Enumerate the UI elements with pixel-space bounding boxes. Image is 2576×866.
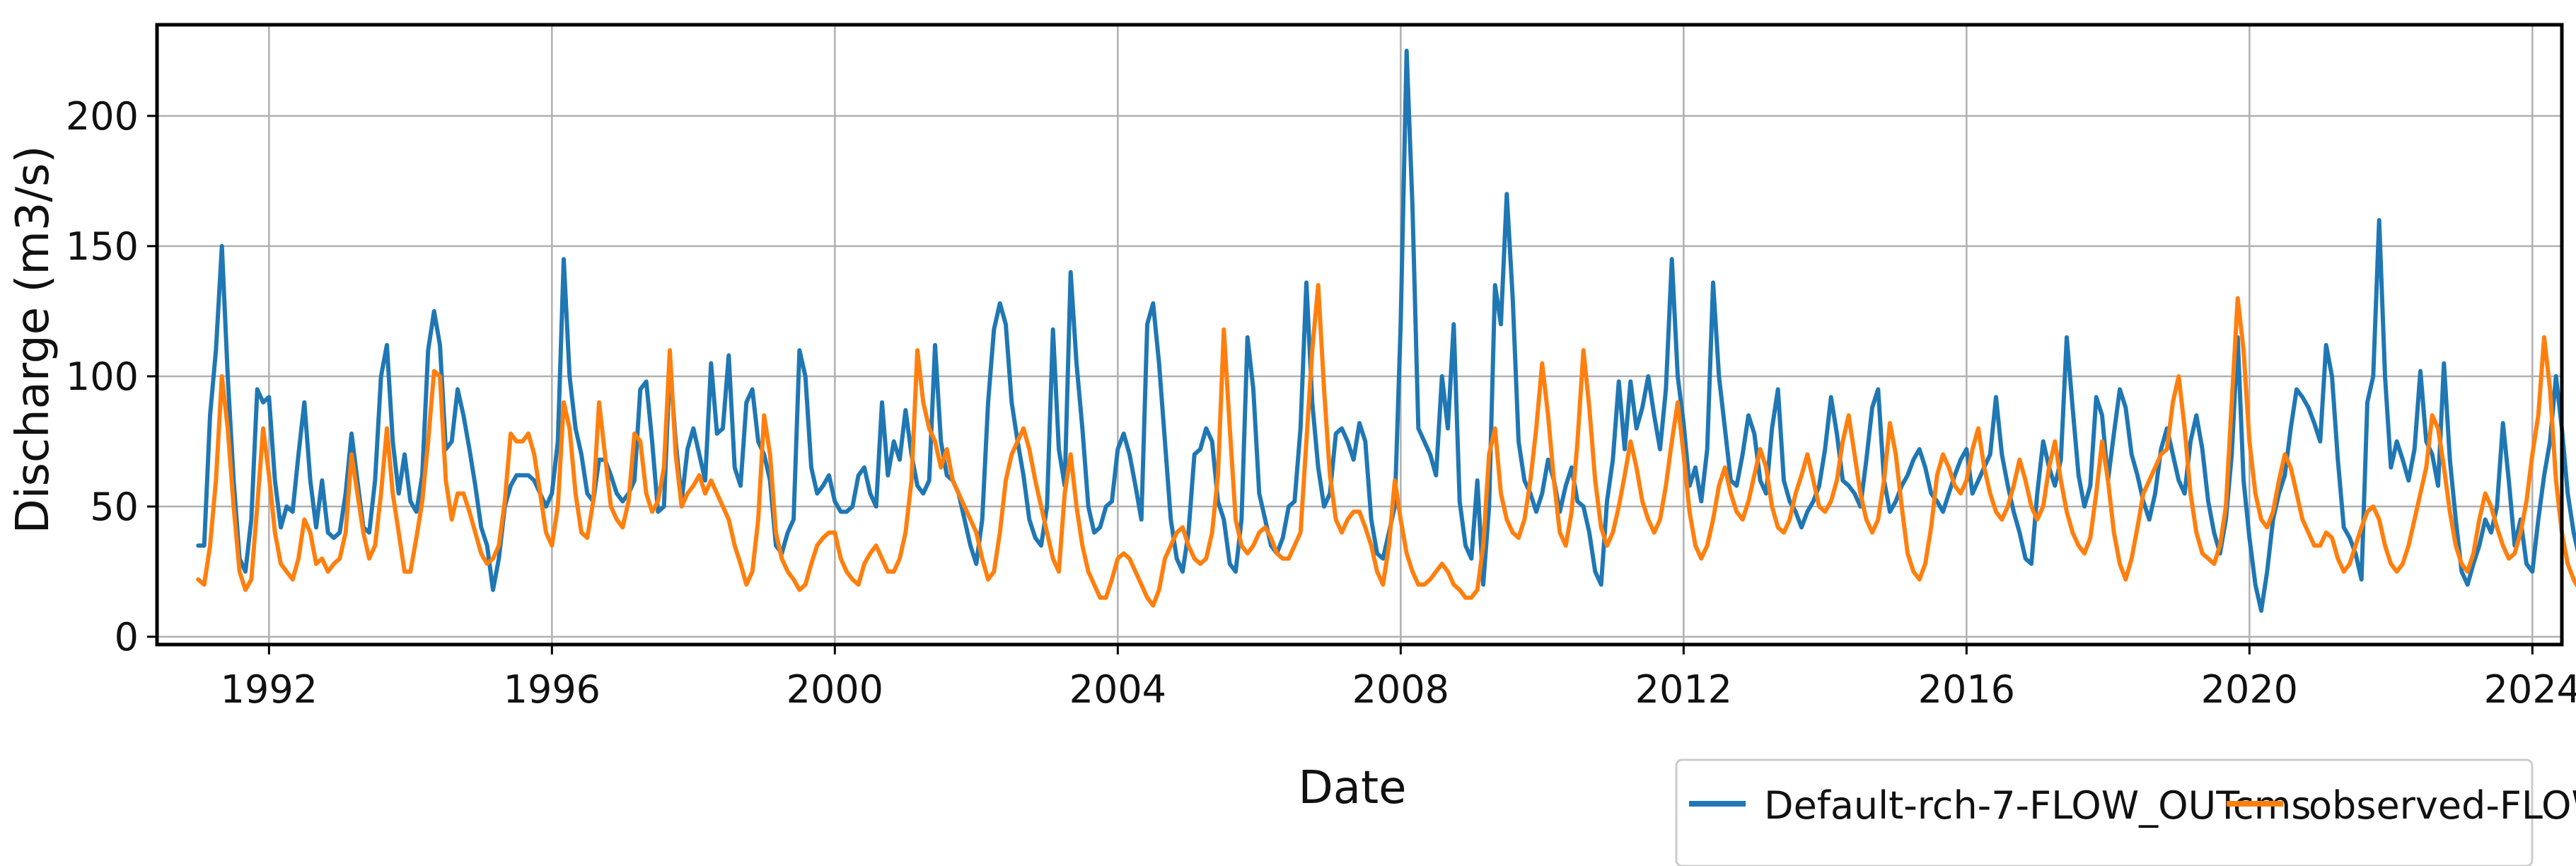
y-tick-label: 50	[90, 485, 139, 529]
x-tick-label: 1992	[221, 667, 318, 712]
x-tick-label: 2016	[1918, 667, 2015, 712]
x-axis-title: Date	[1299, 762, 1407, 814]
y-tick-label: 0	[115, 615, 139, 659]
x-tick-label: 2012	[1635, 667, 1732, 712]
x-tick-label: 2000	[787, 667, 883, 712]
legend-box	[1675, 758, 2534, 866]
legend-label-observed: observed-FLOW	[2309, 783, 2576, 828]
plot-area	[157, 25, 2562, 645]
y-axis-title: Discharge (m3/s)	[7, 146, 59, 534]
x-tick-label: 2020	[2201, 667, 2298, 712]
x-tick-label: 2004	[1069, 667, 1166, 712]
x-tick-label: 1996	[504, 667, 601, 712]
series-layer	[196, 48, 2576, 613]
legend-label-model: Default-rch-7-FLOW_OUTcms	[1764, 783, 2311, 828]
x-tick-label: 2008	[1352, 667, 1449, 712]
ticks: 1992 1996 2000 2004 2008 2012 2016 2020 2024 0 50 1…	[66, 94, 2576, 712]
y-tick-label: 150	[66, 224, 139, 269]
y-tick-label: 200	[66, 94, 139, 139]
plot-frame	[155, 23, 2564, 647]
series-line-observed	[196, 283, 2576, 608]
y-tick-label: 100	[66, 354, 139, 399]
x-tick-label: 2024	[2484, 667, 2576, 712]
series-line-model	[196, 48, 2576, 613]
legend[interactable]: Default-rch-7-FLOW_OUTcms observed-FLOW	[1675, 758, 2576, 866]
